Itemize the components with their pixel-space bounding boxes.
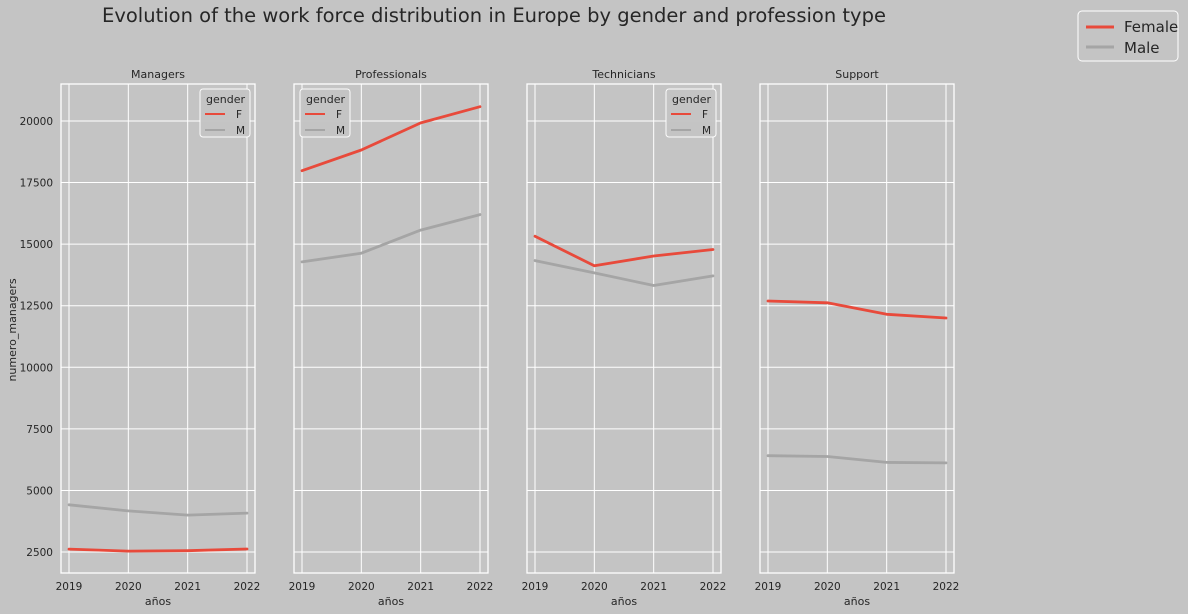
panel-managers: 2500 5000 7500 10000 12500 15000 17500 20000 201… — [20, 68, 261, 608]
panel-legend-label-m: M — [236, 125, 245, 137]
series-line-f — [67, 547, 249, 553]
panel-legend: gender FM — [665, 88, 717, 138]
series-line-m — [766, 454, 948, 465]
y-tick-label: 15000 — [20, 239, 53, 251]
x-tick-label: 2021 — [640, 581, 667, 593]
y-tick-label: 2500 — [26, 547, 53, 559]
panel-frame — [526, 83, 722, 574]
panel-frame — [293, 83, 489, 574]
y-tick-label: 7500 — [26, 424, 53, 436]
x-tick-label: 2021 — [174, 581, 201, 593]
x-axis-label: años — [844, 595, 870, 608]
x-tick-label: 2022 — [234, 581, 261, 593]
x-axis-label: años — [378, 595, 404, 608]
panel-title: Support — [835, 68, 879, 81]
panel-legend-label-m: M — [336, 125, 345, 137]
panel-legend: gender FM — [199, 88, 251, 138]
series-line-m — [533, 259, 715, 287]
legend-male-label: Male — [1124, 39, 1160, 57]
panel-frame — [759, 83, 955, 574]
x-tick-label: 2020 — [348, 581, 375, 593]
x-tick-label: 2022 — [700, 581, 727, 593]
legend-female-label: Female — [1124, 18, 1178, 36]
x-tick-label: 2020 — [581, 581, 608, 593]
y-tick-label: 5000 — [26, 485, 53, 497]
panel-support: 2019 2020 2021 2022 Support años — [755, 68, 960, 608]
y-axis-label: numero_managers — [6, 278, 19, 381]
series-line-m — [300, 213, 482, 264]
panel-professionals: 2019 2020 2021 2022 Professionals años gender F… — [289, 68, 494, 608]
x-tick-label: 2021 — [873, 581, 900, 593]
panel-title: Managers — [131, 68, 185, 81]
panel-legend: gender FM — [299, 88, 351, 138]
x-tick-label: 2022 — [933, 581, 960, 593]
panel-technicians: 2019 2020 2021 2022 Technicians años gender FM — [522, 68, 727, 608]
panel-legend-label-f: F — [702, 109, 708, 121]
x-tick-label: 2019 — [755, 581, 782, 593]
series-line-f — [766, 299, 948, 320]
panel-frame — [60, 83, 256, 574]
x-axis-label: años — [611, 595, 637, 608]
panel-legend-title: gender — [672, 93, 711, 106]
panel-legend-title: gender — [306, 93, 345, 106]
series-line-f — [533, 234, 715, 268]
series-line-f — [300, 105, 482, 173]
panel-legend-label-f: F — [236, 109, 242, 121]
x-tick-label: 2022 — [467, 581, 494, 593]
panel-legend-title: gender — [206, 93, 245, 106]
x-tick-label: 2021 — [407, 581, 434, 593]
panel-title: Professionals — [355, 68, 427, 81]
x-tick-label: 2019 — [522, 581, 549, 593]
y-tick-label: 12500 — [20, 301, 53, 313]
x-axis-label: años — [145, 595, 171, 608]
figure-legend: Female Male — [1077, 10, 1179, 62]
panel-legend-label-m: M — [702, 125, 711, 137]
y-tick-label: 17500 — [20, 178, 53, 190]
x-tick-label: 2019 — [289, 581, 316, 593]
y-tick-label: 20000 — [20, 116, 53, 128]
x-tick-label: 2019 — [56, 581, 83, 593]
panel-title: Technicians — [591, 68, 655, 81]
chart-title: Evolution of the work force distribution… — [102, 4, 886, 27]
panel-legend-label-f: F — [336, 109, 342, 121]
y-tick-label: 10000 — [20, 362, 53, 374]
x-tick-label: 2020 — [115, 581, 142, 593]
x-tick-label: 2020 — [814, 581, 841, 593]
series-line-m — [67, 503, 249, 517]
